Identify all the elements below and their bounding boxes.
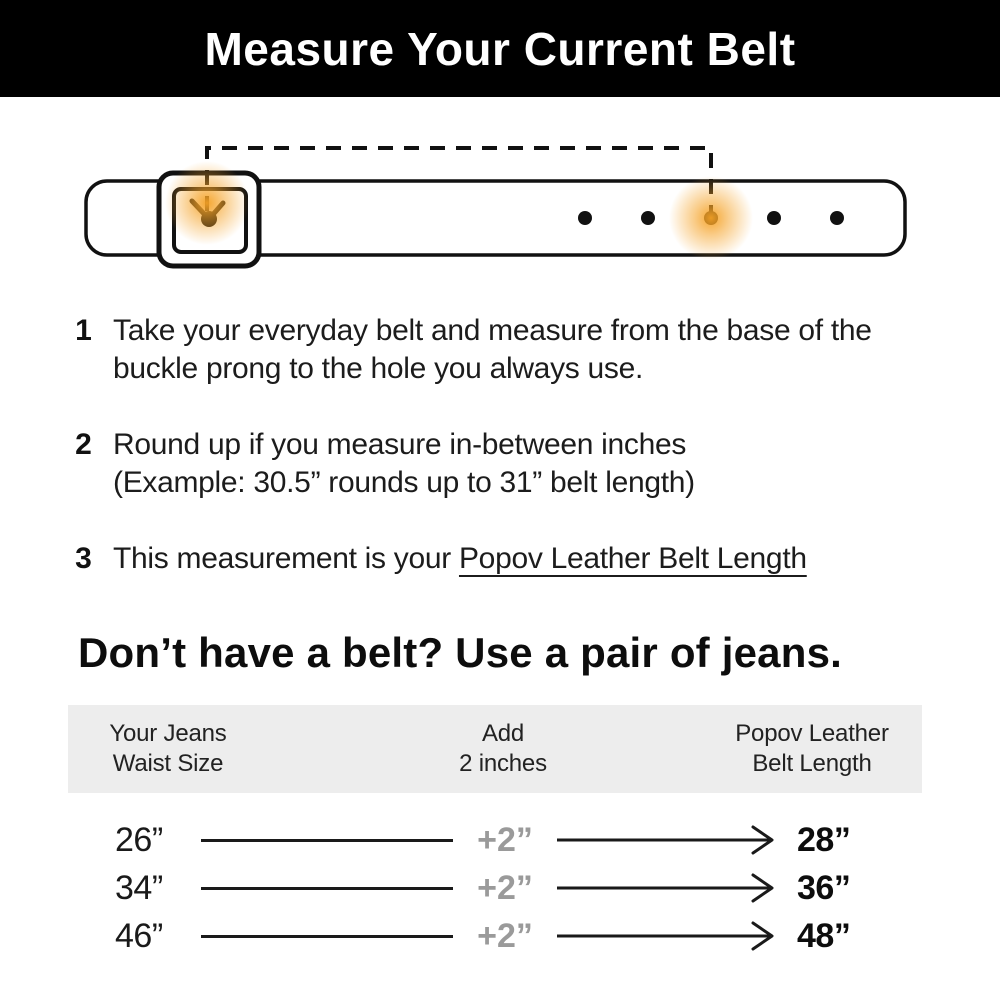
column-header-line: Your Jeans	[109, 720, 227, 747]
column-header-line: 2 inches	[459, 750, 547, 777]
column-header-add-inches: Add 2 inches	[403, 705, 603, 793]
step-text-line: Round up if you measure in-between inche…	[113, 428, 687, 461]
add-inches-value: +2”	[477, 868, 533, 907]
step-text: Round up if you measure in-between inche…	[113, 426, 695, 502]
add-inches-value: +2”	[477, 916, 533, 955]
waist-size-value: 26”	[115, 820, 163, 859]
column-header-line: Waist Size	[112, 750, 224, 777]
step-text-line: Take your everyday belt and measure from…	[113, 314, 872, 347]
instruction-step-3: 3 This measurement is your Popov Leather…	[70, 540, 807, 578]
step-text-line: buckle prong to the hole you always use.	[113, 352, 644, 385]
belt-hole	[641, 211, 655, 225]
header-bar: Measure Your Current Belt	[0, 0, 1000, 97]
prong-highlight-glow	[165, 161, 249, 245]
belt-hole	[830, 211, 844, 225]
step-number: 2	[75, 428, 92, 461]
popov-belt-length-emphasis: Popov Leather Belt Length	[458, 542, 807, 575]
arrow-right-icon	[557, 918, 783, 954]
page-title: Measure Your Current Belt	[204, 22, 796, 75]
connector-line	[201, 838, 453, 842]
hole-highlight-glow	[669, 176, 753, 260]
add-inches-value: +2”	[477, 820, 533, 859]
table-row: 46” +2” 48”	[115, 914, 905, 958]
belt-length-value: 48”	[797, 916, 851, 955]
step-text-line: (Example: 30.5” rounds up to 31” belt le…	[113, 466, 695, 499]
waist-size-value: 46”	[115, 916, 163, 955]
step-number: 1	[75, 314, 92, 347]
belt-hole	[578, 211, 592, 225]
column-header-line: Popov Leather	[735, 720, 889, 747]
step-text: This measurement is your Popov Leather B…	[113, 540, 807, 578]
step-text: Take your everyday belt and measure from…	[113, 312, 872, 388]
jeans-table-header: Your Jeans Waist Size Add 2 inches Popov…	[68, 705, 922, 793]
jeans-heading: Don’t have a belt? Use a pair of jeans.	[78, 629, 843, 676]
arrow-right-icon	[557, 870, 783, 906]
belt-illustration	[84, 146, 907, 269]
column-header-belt-length: Popov Leather Belt Length	[702, 705, 922, 793]
arrow-right-icon	[557, 822, 783, 858]
column-header-waist-size: Your Jeans Waist Size	[68, 705, 268, 793]
instruction-step-1: 1 Take your everyday belt and measure fr…	[70, 312, 872, 388]
belt-length-value: 36”	[797, 868, 851, 907]
step-text-line: This measurement is your	[113, 542, 451, 575]
table-row: 26” +2” 28”	[115, 818, 905, 862]
instruction-step-2: 2 Round up if you measure in-between inc…	[70, 426, 695, 502]
column-header-line: Add	[481, 720, 525, 747]
belt-hole	[767, 211, 781, 225]
connector-line	[201, 934, 453, 938]
step-number: 3	[75, 542, 92, 575]
belt-length-value: 28”	[797, 820, 851, 859]
waist-size-value: 34”	[115, 868, 163, 907]
connector-line	[201, 886, 453, 890]
column-header-line: Belt Length	[752, 750, 872, 777]
table-row: 34” +2” 36”	[115, 866, 905, 910]
